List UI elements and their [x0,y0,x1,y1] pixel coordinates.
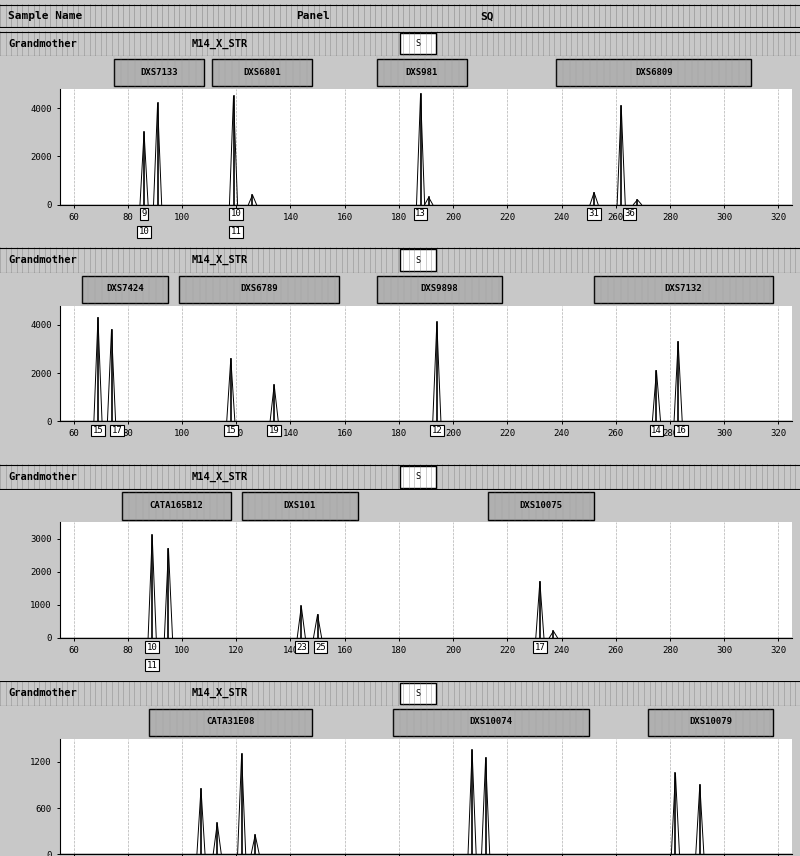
Bar [594,276,773,303]
Text: 19: 19 [269,426,279,435]
Text: 15: 15 [93,426,103,435]
Text: 25: 25 [315,643,326,651]
Text: 16: 16 [675,426,686,435]
Text: S: S [415,39,421,48]
Bar [179,276,339,303]
Text: DXS6809: DXS6809 [635,68,673,76]
Bar [242,492,358,520]
Bar [150,709,312,736]
Bar [212,59,312,86]
Bar [82,276,169,303]
Text: DXS10074: DXS10074 [470,717,513,726]
Bar [122,492,231,520]
Text: DXS7424: DXS7424 [106,284,144,293]
Text: DXS6789: DXS6789 [241,284,278,293]
Text: Sample Name: Sample Name [8,11,82,21]
Text: S: S [415,473,421,481]
Text: 10: 10 [138,228,150,236]
Text: DXS101: DXS101 [284,501,316,509]
Text: S: S [415,256,421,265]
Text: 14: 14 [651,426,662,435]
Text: 9: 9 [142,210,146,218]
Text: DXS6801: DXS6801 [243,68,281,76]
Text: DXS10075: DXS10075 [520,501,562,509]
Text: 15: 15 [226,426,236,435]
Bar [556,59,751,86]
Text: SQ: SQ [480,11,494,21]
Bar [400,249,436,271]
Text: 23: 23 [296,643,306,651]
Text: DXS10079: DXS10079 [689,717,732,726]
Text: M14_X_STR: M14_X_STR [192,255,248,265]
Text: Grandmother: Grandmother [8,39,77,49]
Text: 13: 13 [415,210,426,218]
Bar [400,682,436,704]
Text: 12: 12 [431,426,442,435]
Text: Grandmother: Grandmother [8,688,77,698]
Text: M14_X_STR: M14_X_STR [192,688,248,698]
Bar [378,59,466,86]
Bar [400,466,436,488]
Bar [400,33,436,55]
Text: 17: 17 [111,426,122,435]
Bar [488,492,594,520]
Text: DXS7133: DXS7133 [140,68,178,76]
Text: DXS7132: DXS7132 [665,284,702,293]
Text: 31: 31 [589,210,599,218]
Text: CATA31E08: CATA31E08 [206,717,255,726]
Text: S: S [415,689,421,698]
Text: 10: 10 [231,210,242,218]
Bar [648,709,773,736]
Text: DXS981: DXS981 [406,68,438,76]
Text: 17: 17 [534,643,546,651]
Text: Grandmother: Grandmother [8,472,77,482]
Text: 11: 11 [231,228,242,236]
Text: DXS9898: DXS9898 [421,284,458,293]
Bar [378,276,502,303]
Bar [394,709,589,736]
Text: M14_X_STR: M14_X_STR [192,472,248,482]
Text: 10: 10 [147,643,158,651]
Bar [114,59,204,86]
Text: Grandmother: Grandmother [8,255,77,265]
Text: Panel: Panel [296,11,330,21]
Text: M14_X_STR: M14_X_STR [192,39,248,49]
Text: CATA165B12: CATA165B12 [150,501,203,509]
Text: 36: 36 [624,210,634,218]
Text: 11: 11 [147,661,158,669]
